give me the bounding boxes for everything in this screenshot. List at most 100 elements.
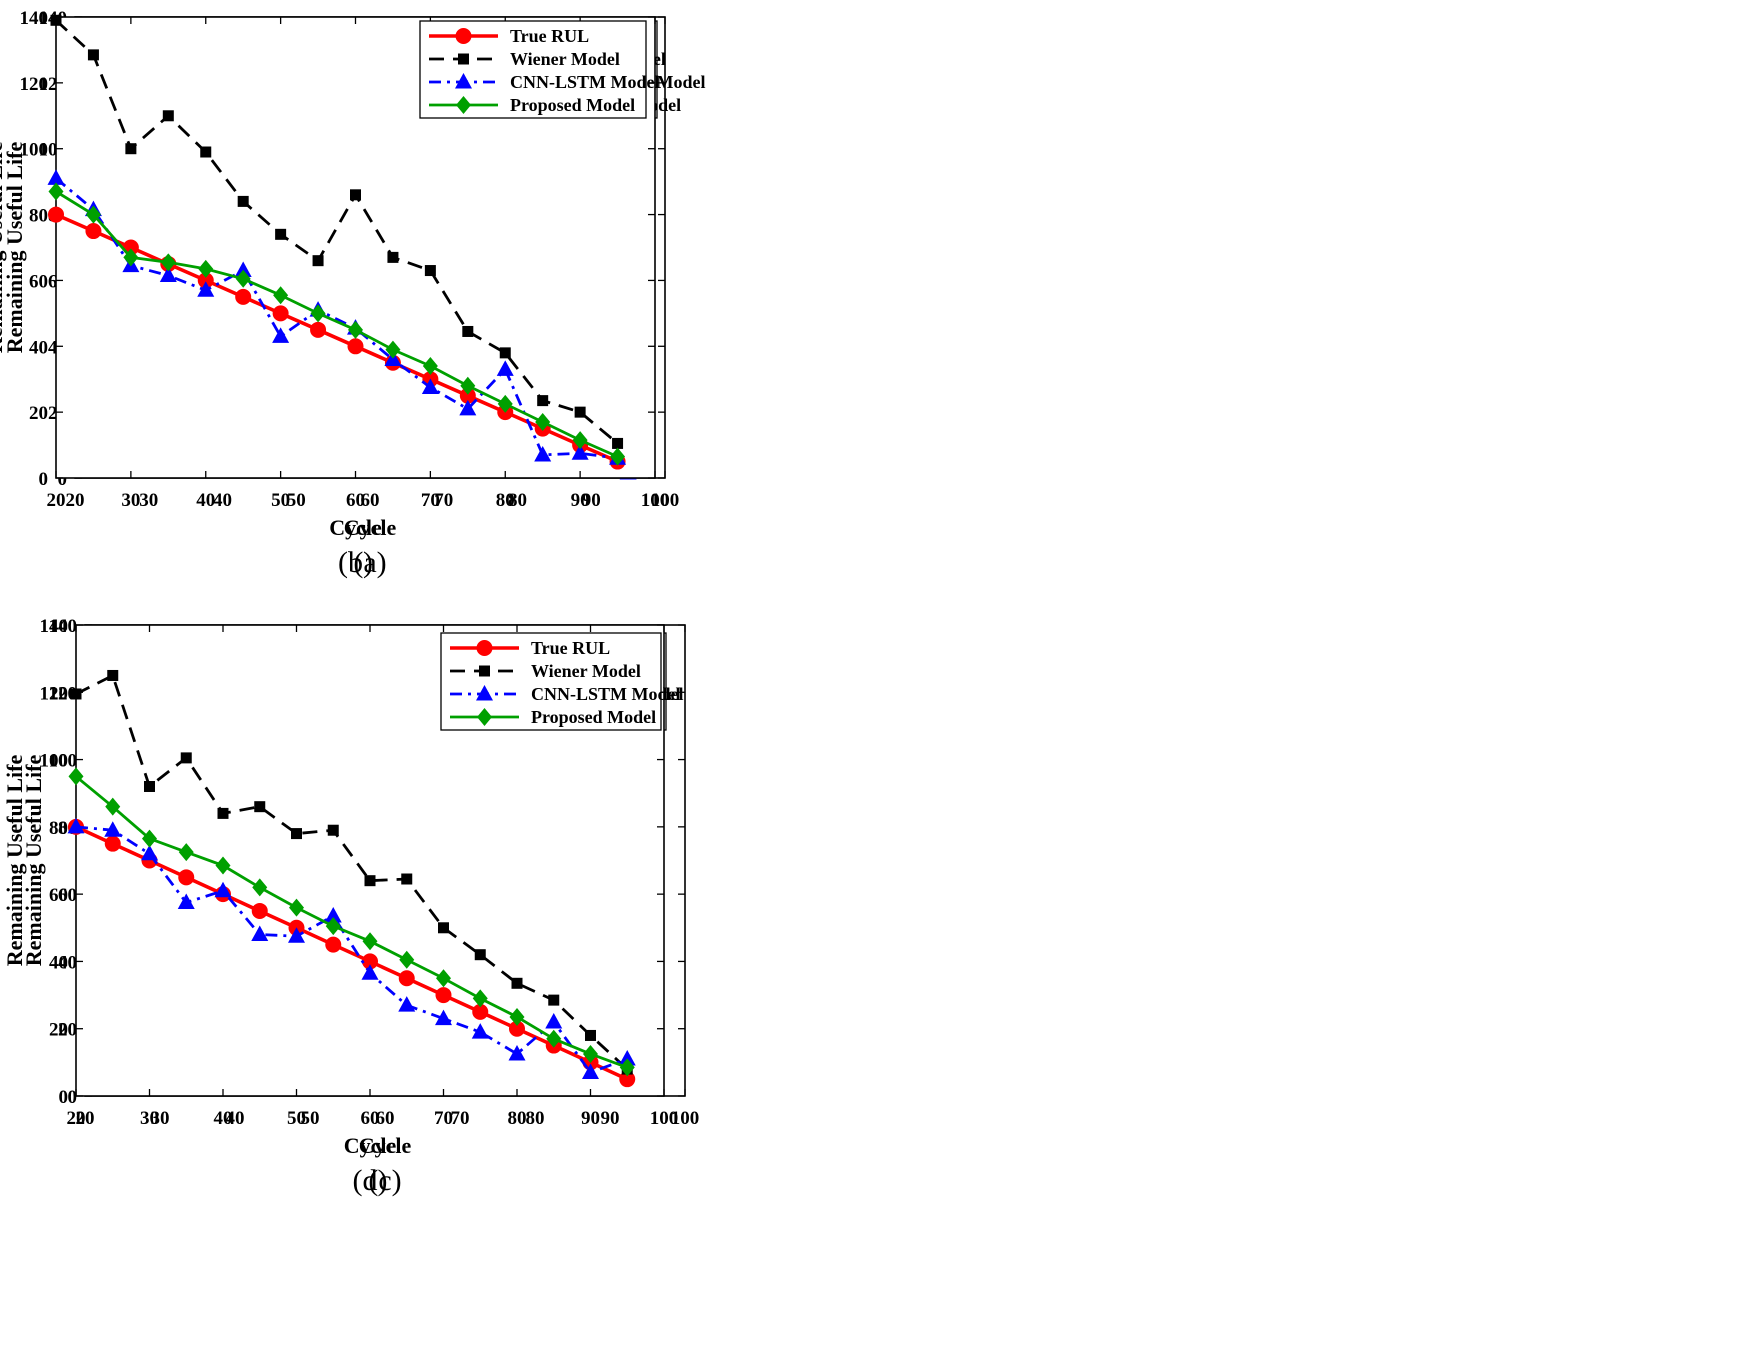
legend-swatch-marker — [456, 96, 471, 114]
y-tick-label: 100 — [20, 140, 49, 161]
y-tick-label: 60 — [58, 885, 77, 906]
data-point-wiener-model — [424, 265, 436, 277]
data-point-true-rul — [104, 835, 121, 852]
legend-label: CNN-LSTM Model — [510, 72, 660, 92]
x-tick-label: 100 — [641, 490, 670, 511]
data-point-cnn-lstm-model — [234, 261, 252, 278]
data-point-true-rul — [347, 338, 364, 355]
y-tick-label: 20 — [49, 1020, 68, 1041]
x-tick-label: 70 — [434, 490, 453, 511]
legend-label: Wiener Model — [531, 661, 641, 681]
x-tick-label: 80 — [508, 490, 527, 511]
series-wiener-model — [70, 669, 633, 1075]
data-point-proposed-model — [310, 304, 326, 323]
x-tick-label: 100 — [671, 1108, 700, 1129]
x-tick-label: 20 — [76, 1108, 95, 1129]
data-point-wiener-model — [291, 828, 302, 840]
x-tick-label: 80 — [526, 1108, 545, 1129]
data-point-proposed-model — [105, 797, 121, 816]
data-point-proposed-model — [198, 259, 214, 278]
legend-item-wiener-model: Wiener Model — [429, 49, 620, 69]
legend-item-proposed-model: Proposed Model — [429, 95, 635, 115]
data-point-true-rul — [435, 987, 452, 1004]
legend-swatch-marker — [458, 53, 469, 65]
y-tick-label: 140 — [20, 8, 49, 29]
data-point-wiener-model — [50, 14, 62, 26]
series-proposed-model — [68, 767, 635, 1077]
data-point-wiener-model — [87, 49, 99, 61]
data-point-wiener-model — [401, 873, 413, 885]
y-tick-label: 20 — [58, 1020, 77, 1041]
data-point-cnn-lstm-model — [421, 378, 439, 394]
data-point-cnn-lstm-model — [508, 1044, 526, 1061]
data-point-proposed-model — [85, 205, 101, 224]
y-tick-label: 120 — [40, 683, 69, 704]
panel-label: (a) — [353, 546, 386, 579]
data-point-cnn-lstm-model — [435, 1009, 452, 1026]
x-tick-label: 90 — [582, 490, 601, 511]
y-tick-label: 60 — [49, 885, 68, 906]
y-tick-label: 0 — [39, 469, 49, 490]
data-point-cnn-lstm-model — [398, 996, 416, 1012]
data-point-wiener-model — [200, 146, 212, 158]
legend-label: Proposed Model — [510, 95, 635, 115]
data-point-wiener-model — [612, 437, 624, 449]
data-point-true-rul — [325, 936, 342, 953]
data-point-wiener-model — [364, 875, 376, 887]
data-point-cnn-lstm-model — [571, 444, 589, 460]
chart-panel-d: 20 30 40 50 60 70 80 90 100020406080100120140Cyc… — [2, 616, 681, 1197]
x-tick-label: 90 — [571, 490, 590, 511]
y-axis-label: Remaining Useful Life — [21, 755, 46, 967]
data-point-proposed-model — [472, 989, 488, 1008]
x-axis-label: Cycle — [344, 1133, 397, 1158]
legend-label: Proposed Model — [531, 707, 656, 727]
legend-item-wiener-model: Wiener Model — [450, 661, 641, 681]
x-tick-label: 20 — [47, 490, 66, 511]
y-tick-label: 40 — [58, 952, 77, 973]
data-point-proposed-model — [235, 269, 251, 288]
x-tick-label: 60 — [376, 1108, 395, 1129]
data-point-true-rul — [251, 902, 268, 919]
data-point-proposed-model — [460, 376, 476, 395]
legend-item-true-rul: True RUL — [450, 638, 610, 658]
y-tick-label: 100 — [40, 751, 69, 772]
legend-item-cnn-lstm-model: CNN-LSTM Model — [450, 684, 681, 704]
data-point-proposed-model — [546, 1029, 562, 1048]
x-tick-label: 100 — [650, 1108, 679, 1129]
x-tick-label: 80 — [508, 1108, 527, 1129]
x-tick-label: 30 — [139, 490, 158, 511]
x-axis-label: Cycle — [344, 515, 397, 540]
legend-swatch-marker — [477, 708, 492, 726]
data-point-proposed-model — [142, 829, 157, 848]
x-tick-label: 20 — [67, 1108, 86, 1129]
legend-label: CNN-LSTM Model — [531, 684, 681, 704]
data-point-wiener-model — [585, 1029, 596, 1041]
data-point-proposed-model — [215, 856, 231, 875]
legend-item-cnn-lstm-model: CNN-LSTM Model — [429, 72, 660, 92]
y-tick-label: 0 — [58, 469, 68, 490]
y-tick-label: 0 — [68, 1087, 78, 1108]
series-line-cnn-lstm-model — [75, 825, 628, 1074]
x-axis-label: Cycle — [359, 1133, 412, 1158]
y-tick-label: 20 — [29, 403, 48, 424]
legend-item-proposed-model: Proposed Model — [450, 707, 656, 727]
y-tick-label: 140 — [49, 616, 78, 637]
data-point-wiener-model — [548, 994, 560, 1006]
data-point-true-rul — [178, 869, 195, 886]
data-point-wiener-model — [217, 807, 229, 819]
series-line-proposed-model — [55, 190, 619, 458]
data-point-wiener-model — [107, 669, 119, 681]
data-point-true-rul — [272, 305, 289, 322]
data-point-wiener-model — [537, 395, 549, 407]
data-point-cnn-lstm-model — [288, 927, 305, 943]
x-tick-label: 30 — [121, 490, 140, 511]
data-point-cnn-lstm-model — [459, 399, 477, 416]
legend-swatch-marker — [476, 640, 493, 656]
data-point-true-rul — [48, 206, 64, 223]
data-point-proposed-model — [583, 1044, 598, 1063]
x-tick-label: 80 — [496, 490, 515, 511]
data-point-proposed-model — [289, 898, 304, 917]
data-point-cnn-lstm-model — [104, 821, 122, 837]
data-point-cnn-lstm-model — [67, 817, 85, 834]
